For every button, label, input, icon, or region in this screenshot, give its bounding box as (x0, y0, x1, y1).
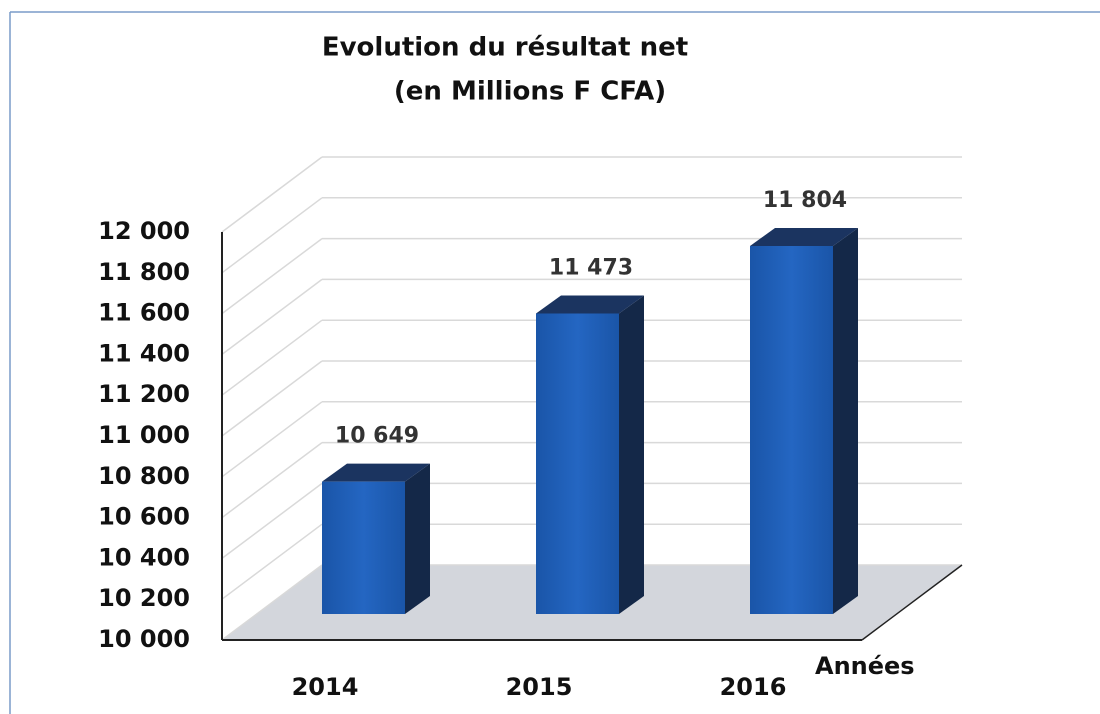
y-tick-label: 11 600 (98, 299, 190, 327)
bar (750, 227, 858, 614)
bar (322, 463, 430, 614)
x-axis-label: Années (815, 652, 915, 680)
bar-front (322, 481, 405, 614)
data-label: 11 804 (763, 188, 847, 213)
data-label: 11 473 (549, 256, 633, 281)
y-tick-label: 10 400 (98, 543, 190, 571)
chart-title: Evolution du résultat net (322, 33, 688, 63)
grid-line (221, 482, 323, 560)
grid-line (221, 197, 323, 274)
y-tick-label: 10 600 (98, 503, 190, 531)
grid-line (221, 238, 323, 315)
grid-line (221, 319, 323, 396)
y-tick-label: 10 800 (98, 462, 190, 490)
y-tick-label: 11 200 (98, 380, 190, 408)
grid-line (221, 564, 323, 641)
bar-top (322, 463, 430, 482)
grid-line (221, 156, 323, 233)
y-tick-label: 12 000 (98, 217, 190, 245)
bar (536, 295, 644, 614)
y-tick-label: 10 200 (98, 584, 190, 612)
grid-line (221, 523, 323, 600)
bar-side (405, 463, 430, 614)
x-axis-depth (861, 564, 963, 641)
grid-line (221, 401, 323, 478)
grid-line (221, 442, 323, 519)
grid-line (221, 360, 323, 437)
y-tick-label: 11 000 (98, 421, 190, 449)
bar-top (750, 227, 858, 246)
x-tick-label: 2014 (292, 673, 359, 701)
bar-front (750, 245, 833, 614)
grid-line (221, 278, 323, 355)
y-tick-label: 10 000 (98, 625, 190, 653)
x-tick-label: 2015 (506, 673, 573, 701)
data-label: 10 649 (335, 424, 419, 449)
bar-side (833, 227, 858, 614)
bar-front (536, 313, 619, 614)
bar-side (619, 295, 644, 614)
x-tick-label: 2016 (720, 673, 787, 701)
y-tick-label: 11 400 (98, 339, 190, 367)
bar-top (536, 295, 644, 314)
chart-subtitle: (en Millions F CFA) (394, 77, 666, 107)
y-tick-label: 11 800 (98, 258, 190, 286)
